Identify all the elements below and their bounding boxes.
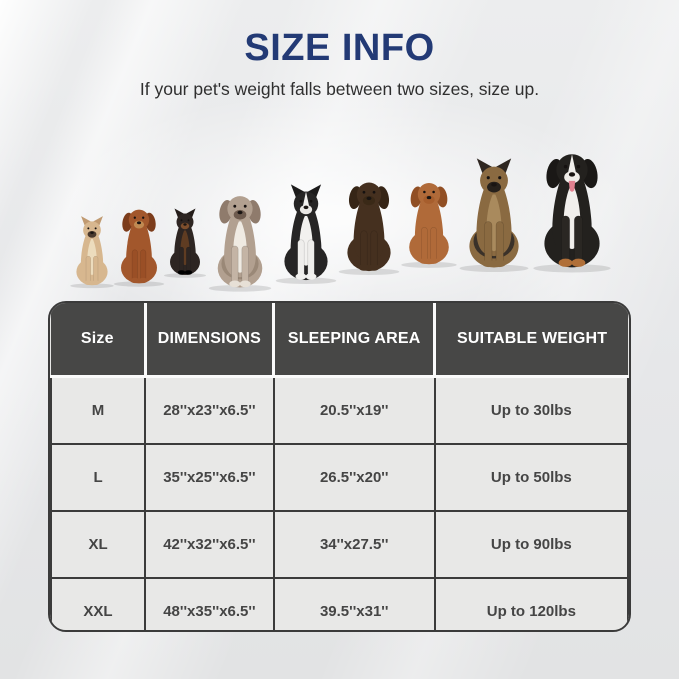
table-row-xxl: XXL 48''x35''x6.5'' 39.5''x31'' Up to 12…: [50, 577, 629, 630]
dogs-lineup-image: [66, 112, 618, 292]
page-subtitle: If your pet's weight falls between two s…: [139, 79, 540, 99]
cell-sleeping-area: 20.5''x19'': [272, 375, 436, 445]
cell-suitable-weight: Up to 120lbs: [433, 577, 629, 630]
dog-miniature-pinscher: [160, 194, 210, 292]
dog-vizsla: [396, 152, 462, 292]
cell-suitable-weight: Up to 90lbs: [433, 510, 629, 579]
table-row-l: L 35''x25''x6.5'' 26.5''x20'' Up to 50lb…: [50, 443, 629, 512]
cell-dimensions: 48''x35''x6.5'': [144, 577, 275, 630]
cell-sleeping-area: 39.5''x31'': [272, 577, 436, 630]
dog-english-bulldog: [201, 188, 279, 292]
cell-size: L: [50, 443, 147, 512]
dog-german-shepherd: [453, 138, 535, 292]
cell-sleeping-area: 26.5''x20'': [272, 443, 436, 512]
cell-suitable-weight: Up to 50lbs: [433, 443, 629, 512]
col-header-sleeping-area: SLEEPING AREA: [272, 303, 435, 378]
cell-dimensions: 35''x25''x6.5'': [144, 443, 275, 512]
dog-cavalier-spaniel: [109, 198, 169, 292]
cell-sleeping-area: 34''x27.5'': [272, 510, 436, 579]
size-table-grid: Size DIMENSIONS SLEEPING AREA SUITABLE W…: [50, 303, 629, 630]
table-row-m: M 28''x23''x6.5'' 20.5''x19'' Up to 30lb…: [50, 375, 629, 445]
cell-dimensions: 42''x32''x6.5'': [144, 510, 275, 579]
table-row-xl: XL 42''x32''x6.5'' 34''x27.5'' Up to 90l…: [50, 510, 629, 579]
dog-chocolate-labrador: [333, 158, 405, 292]
col-header-suitable-weight: SUITABLE WEIGHT: [433, 303, 628, 378]
cell-size: XXL: [50, 577, 147, 630]
cell-size: M: [50, 375, 147, 445]
page-title: SIZE INFO: [244, 27, 435, 69]
cell-dimensions: 28''x23''x6.5'': [144, 375, 275, 445]
col-header-size: Size: [51, 303, 146, 378]
cell-size: XL: [50, 510, 147, 579]
cell-suitable-weight: Up to 30lbs: [433, 375, 629, 445]
table-header-row: Size DIMENSIONS SLEEPING AREA SUITABLE W…: [51, 303, 628, 378]
col-header-dimensions: DIMENSIONS: [143, 303, 274, 378]
dog-border-collie: [270, 176, 342, 292]
dog-french-bulldog: [66, 212, 118, 292]
dog-bernese-mountain-dog: [526, 125, 618, 292]
size-table: Size DIMENSIONS SLEEPING AREA SUITABLE W…: [48, 301, 631, 632]
